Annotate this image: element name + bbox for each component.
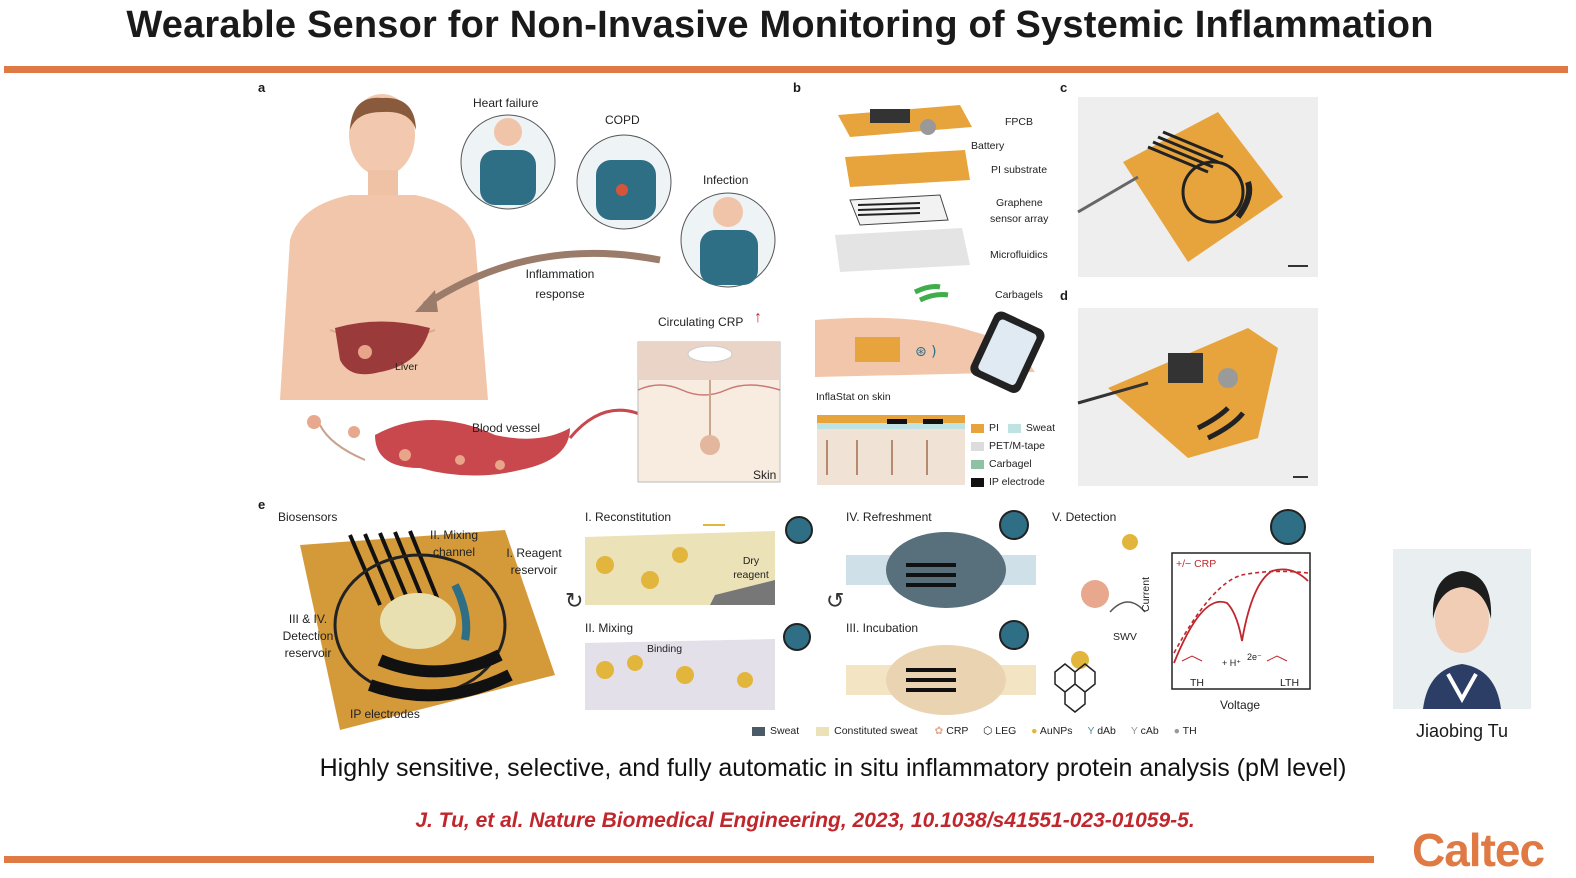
- label-biosensors: Biosensors: [278, 510, 338, 524]
- slide-subtitle: Highly sensitive, selective, and fully a…: [319, 754, 1347, 782]
- label-reagent-2: reservoir: [510, 563, 558, 577]
- label-detection-3: reservoir: [284, 646, 332, 660]
- detection-illustration: [1054, 509, 1306, 713]
- label-fpcb: FPCB: [1005, 116, 1034, 128]
- mixing-block: [585, 623, 811, 710]
- label-blood-vessel: Blood vessel: [472, 421, 541, 435]
- legend-carbagel: Carbagel: [971, 455, 1055, 473]
- refreshment-block: [846, 510, 1036, 608]
- panel-b-legend: PI Sweat PET/M-tape Carbagel IP electrod…: [971, 419, 1055, 491]
- label-inflastat: InflaStat on skin: [816, 391, 891, 403]
- blood-vessel: [375, 420, 570, 476]
- panel-c-letter: c: [1060, 80, 1068, 95]
- panel-a-letter: a: [258, 80, 266, 95]
- cycle-arrow-icon: ↻: [565, 588, 584, 613]
- label-battery: Battery: [971, 140, 1005, 152]
- inflammation-arrow: [423, 249, 661, 308]
- label-mixing-2: channel: [432, 545, 476, 559]
- label-skin: Skin: [753, 468, 777, 482]
- label-copd: COPD: [605, 113, 640, 127]
- label-crp-curve: +/− CRP: [1176, 558, 1217, 570]
- svg-text:⊛ ): ⊛ ): [915, 344, 937, 360]
- label-swv: SWV: [1113, 631, 1137, 643]
- presenter-photo: [1393, 549, 1531, 709]
- label-pi-substrate: PI substrate: [991, 164, 1048, 176]
- panel-d-letter: d: [1060, 288, 1068, 303]
- label-reagent-1: I. Reagent: [506, 546, 562, 560]
- label-refreshment: IV. Refreshment: [846, 510, 932, 524]
- curve-plus-crp: [1173, 568, 1309, 664]
- up-arrow-icon: ↑: [754, 309, 762, 326]
- arm-with-phone: ⊛ ): [815, 311, 1045, 393]
- label-microfluidics: Microfluidics: [990, 249, 1048, 261]
- label-dry-1: Dry: [742, 555, 760, 567]
- panel-e-legend: Sweat Constituted sweat ✿ CRP ⬡ LEG ● Au…: [752, 725, 1197, 737]
- panel-b-exploded-view: [835, 105, 972, 303]
- legend-crp: ✿ CRP: [934, 725, 969, 737]
- legend-th: ● TH: [1173, 725, 1197, 737]
- slide-title: Wearable Sensor for Non-Invasive Monitor…: [126, 4, 1434, 46]
- incubation-block: [846, 620, 1036, 715]
- label-reconstitution: I. Reconstitution: [585, 510, 672, 524]
- curve-minus-crp: [1173, 570, 1309, 654]
- legend-pet: PET/M-tape: [971, 437, 1055, 455]
- bottom-divider: [4, 856, 1374, 863]
- label-reaction: + H⁺: [1222, 658, 1242, 668]
- legend-leg: ⬡ LEG: [983, 725, 1017, 737]
- label-voltage-axis: Voltage: [1220, 698, 1261, 712]
- label-dry-2: reagent: [733, 569, 769, 581]
- legend-ip-electrode: IP electrode: [971, 473, 1055, 491]
- device-photo: [1077, 308, 1318, 486]
- label-inflammation: Inflammation: [525, 267, 595, 281]
- label-response: response: [535, 287, 585, 301]
- legend-constituted-sweat: Constituted sweat: [816, 725, 918, 737]
- label-incubation: III. Incubation: [846, 621, 919, 635]
- citation: J. Tu, et al. Nature Biomedical Engineer…: [415, 809, 1195, 832]
- biosensor-layout: [300, 530, 555, 730]
- label-lth: LTH: [1280, 677, 1300, 689]
- label-detection-1: III & IV.: [288, 612, 328, 626]
- label-infection: Infection: [703, 173, 749, 187]
- label-detection-2: Detection: [282, 629, 334, 643]
- label-mixing: II. Mixing: [585, 621, 634, 635]
- caltech-logo: Caltec: [1412, 824, 1545, 876]
- reconstitution-block: [585, 516, 813, 605]
- label-mixing-1: II. Mixing: [429, 528, 478, 542]
- swv-plot: [1171, 552, 1311, 690]
- label-carbagels: Carbagels: [995, 289, 1043, 301]
- label-graphene: Graphene: [996, 197, 1043, 209]
- legend-dab: Y dAb: [1087, 725, 1116, 737]
- legend-pi-sweat: PI Sweat: [971, 419, 1055, 437]
- panel-a-illustration: [280, 94, 781, 483]
- label-current-axis: Current: [1140, 576, 1152, 612]
- label-heart-failure: Heart failure: [473, 96, 539, 110]
- label-detection: V. Detection: [1052, 510, 1117, 524]
- label-binding: Binding: [647, 643, 683, 655]
- skin-cross-section: [817, 415, 965, 485]
- cycle-arrow-icon-2: ↺: [826, 588, 845, 613]
- legend-aunps: ● AuNPs: [1031, 725, 1073, 737]
- panel-e-letter: e: [258, 497, 266, 512]
- label-ip-electrodes: IP electrodes: [350, 707, 420, 721]
- top-divider: [4, 66, 1568, 73]
- sensor-photo: [1077, 97, 1318, 277]
- label-circulating-crp: Circulating CRP: [658, 315, 744, 329]
- skin-block: [637, 341, 781, 483]
- label-sensor-array: sensor array: [990, 213, 1049, 225]
- label-th: TH: [1190, 677, 1204, 689]
- label-electrons: 2e⁻: [1247, 652, 1262, 662]
- presenter-name: Jiaobing Tu: [1415, 721, 1509, 741]
- label-liver: Liver: [395, 361, 418, 373]
- panel-b-letter: b: [793, 80, 801, 95]
- legend-sweat: Sweat: [752, 725, 799, 737]
- legend-cab: Y cAb: [1130, 725, 1159, 737]
- liver: [335, 321, 430, 375]
